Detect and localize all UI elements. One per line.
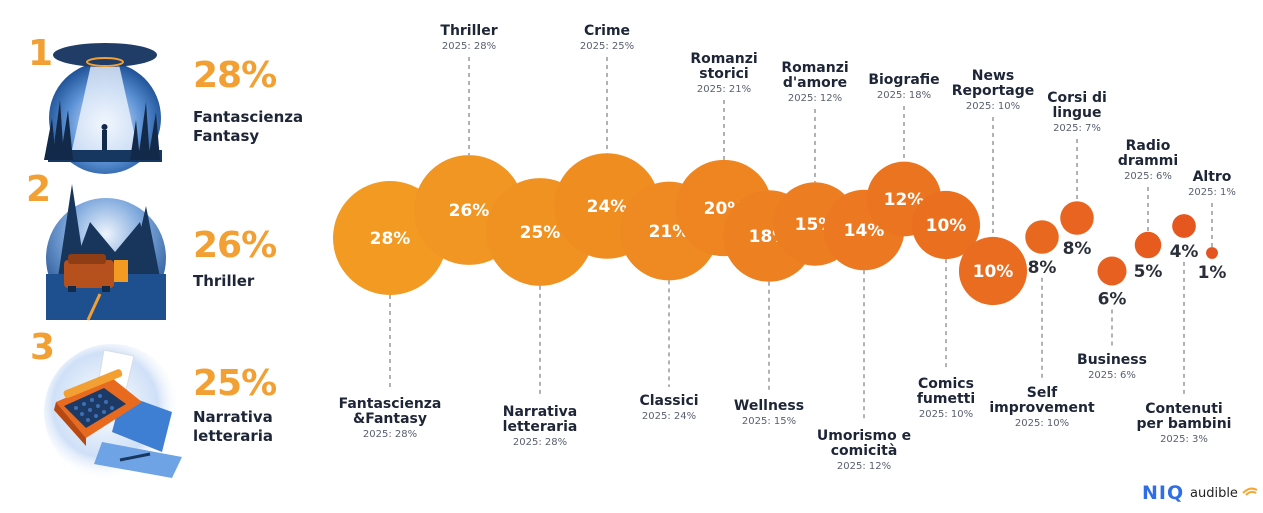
category-label: fumetti <box>917 391 975 407</box>
bubble <box>1097 256 1127 286</box>
comparison-2025-label: 2025: 3% <box>1160 434 1208 445</box>
comparison-2025-label: 2025: 15% <box>742 416 796 427</box>
category-label: d'amore <box>783 75 847 91</box>
typewriter-illustration <box>44 344 182 480</box>
rank-percent: 26% <box>193 225 277 266</box>
bubble <box>1134 231 1162 259</box>
comparison-2025-label: 2025: 10% <box>919 409 973 420</box>
bubble-value-label: 12% <box>884 190 925 210</box>
rank-label: Fantascienza Fantasy <box>193 108 303 146</box>
category-label: Reportage <box>952 83 1034 99</box>
category-label: improvement <box>989 400 1095 416</box>
category-label: Umorismo e <box>817 428 911 444</box>
category-label: Altro <box>1193 169 1232 185</box>
bubble-value-label: 4% <box>1170 242 1199 262</box>
category-label: Fantascienza <box>339 396 442 412</box>
category-label: Corsi di <box>1047 90 1107 106</box>
bubble-value-label: 21% <box>649 222 690 242</box>
rank-number: 1 <box>28 33 54 74</box>
bubble-value-label: 28% <box>370 229 411 249</box>
rank-label-line: Thriller <box>193 272 255 290</box>
bubble <box>1206 247 1218 259</box>
comparison-2025-label: 2025: 25% <box>580 41 634 52</box>
comparison-2025-label: 2025: 28% <box>363 429 417 440</box>
category-label: Biografie <box>868 72 939 88</box>
comparison-2025-label: 2025: 6% <box>1124 171 1172 182</box>
category-label: per bambini <box>1137 416 1232 432</box>
audible-waves-icon <box>1242 487 1258 496</box>
comparison-2025-label: 2025: 18% <box>877 90 931 101</box>
bubble-value-label: 5% <box>1134 262 1163 282</box>
category-label: letteraria <box>503 419 578 435</box>
rank-label: Narrativa letteraria <box>193 408 273 446</box>
category-label: Romanzi <box>781 60 848 76</box>
rank-label-line: letteraria <box>193 427 274 445</box>
top-genre-3: 3 25% Narrativa letteraria <box>0 330 320 513</box>
category-label: Self <box>1027 385 1058 401</box>
rank-number: 2 <box>26 169 52 210</box>
rank-label-line: Narrativa <box>193 408 273 426</box>
rank-number: 3 <box>30 327 56 368</box>
comparison-2025-label: 2025: 28% <box>513 437 567 448</box>
category-label: drammi <box>1118 153 1178 169</box>
comparison-2025-label: 2025: 1% <box>1188 187 1236 198</box>
car-forest-night-illustration <box>46 184 166 321</box>
category-label: Classici <box>639 393 698 409</box>
rank-label-line: Fantasy <box>193 127 260 145</box>
bubble <box>1025 220 1059 254</box>
category-label: Radio <box>1126 138 1171 154</box>
rank-percent: 25% <box>193 363 277 404</box>
bubble <box>1172 214 1196 238</box>
comparison-2025-label: 2025: 10% <box>966 101 1020 112</box>
bubble-value-label: 8% <box>1063 239 1092 259</box>
rank-label-line: Fantascienza <box>193 108 304 126</box>
comparison-2025-label: 2025: 21% <box>697 84 751 95</box>
bubble-value-label: 10% <box>926 216 967 236</box>
bubble-value-label: 1% <box>1198 263 1227 283</box>
category-label: lingue <box>1052 105 1101 121</box>
comparison-2025-label: 2025: 7% <box>1053 123 1101 134</box>
category-label: Wellness <box>734 398 804 414</box>
top-genre-2: 2 26% Thriller <box>0 170 320 330</box>
ufo-cornfield-illustration <box>44 43 162 174</box>
comparison-2025-label: 2025: 12% <box>837 461 891 472</box>
comparison-2025-label: 2025: 10% <box>1015 418 1069 429</box>
category-label: Romanzi <box>690 51 757 67</box>
comparison-2025-label: 2025: 24% <box>642 411 696 422</box>
comparison-2025-label: 2025: 6% <box>1088 370 1136 381</box>
bubble-value-label: 10% <box>973 262 1014 282</box>
category-label: Contenuti <box>1145 401 1222 417</box>
bubble-value-label: 14% <box>844 221 885 241</box>
category-label: Crime <box>584 23 630 39</box>
rank-percent: 28% <box>193 55 277 96</box>
niq-logo: NIQ <box>1142 482 1185 504</box>
bubble-value-label: 24% <box>587 197 628 217</box>
category-label: Business <box>1077 352 1147 368</box>
bubble-value-label: 26% <box>449 201 490 221</box>
bubble <box>1060 201 1094 235</box>
category-label: Narrativa <box>503 404 577 420</box>
bubble <box>958 236 1028 306</box>
category-label: Comics <box>918 376 974 392</box>
comparison-2025-label: 2025: 28% <box>442 41 496 52</box>
category-label: News <box>972 68 1014 84</box>
category-label: Thriller <box>440 23 497 39</box>
category-label: &Fantasy <box>353 411 427 427</box>
bubble-value-label: 8% <box>1028 258 1057 278</box>
category-label: storici <box>699 66 748 82</box>
audible-logo: audible <box>1190 486 1258 501</box>
bubble <box>911 190 981 260</box>
comparison-2025-label: 2025: 12% <box>788 93 842 104</box>
audible-logo-text: audible <box>1190 486 1238 501</box>
top-genre-1: 1 28% Fantascienza Fantasy <box>0 0 320 174</box>
bubble-value-label: 25% <box>520 223 561 243</box>
category-label: comicità <box>831 443 898 459</box>
bubble-value-label: 6% <box>1098 290 1127 310</box>
rank-label: Thriller <box>193 272 254 291</box>
